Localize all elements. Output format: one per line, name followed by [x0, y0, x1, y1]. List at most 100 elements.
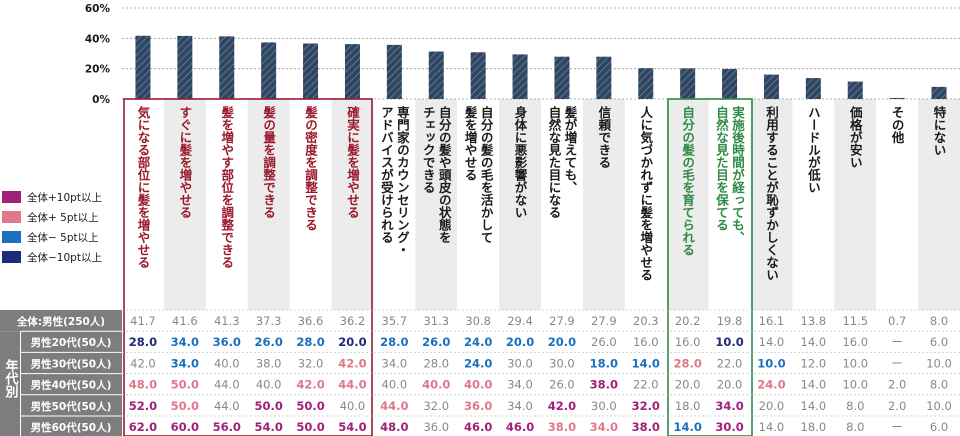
table-cell: 20.0: [759, 399, 785, 413]
table-cell: 34.0: [171, 335, 199, 349]
table-cell: 10.0: [715, 335, 743, 349]
table-cell: 8.0: [930, 314, 948, 328]
row-label-bg: [21, 352, 122, 374]
category-label: 髪を増やせる: [463, 105, 478, 181]
bar: [847, 81, 863, 99]
total-row-label-bg: [0, 310, 122, 332]
legend-swatch: [2, 191, 21, 203]
table-cell: 42.0: [338, 356, 366, 370]
table-cell: 2.0: [888, 399, 906, 413]
table-cell: 31.3: [423, 314, 449, 328]
table-cell: 40.0: [464, 378, 492, 392]
table-cell: 50.0: [296, 399, 324, 413]
table-cell: 8.0: [930, 378, 948, 392]
bar: [344, 44, 360, 99]
table-cell: 18.0: [801, 420, 827, 434]
table-cell: ー: [891, 420, 903, 434]
table-cell: 22.0: [633, 378, 659, 392]
row-label: 男性60代(50人): [31, 421, 112, 434]
table-cell: 29.4: [507, 314, 533, 328]
column-stripe: [834, 99, 877, 310]
table-cell: 8.0: [846, 420, 864, 434]
y-tick-label: 0%: [92, 94, 110, 106]
table-cell: 20.3: [633, 314, 659, 328]
table-cell: 28.0: [296, 335, 324, 349]
bar: [722, 68, 738, 99]
bar: [680, 68, 696, 99]
table-cell: 44.0: [214, 399, 240, 413]
table-cell: 11.5: [842, 314, 868, 328]
row-label-bg: [21, 373, 122, 395]
table-cell: 46.0: [464, 420, 492, 434]
table-cell: 42.0: [296, 378, 324, 392]
table-cell: 10.0: [757, 356, 785, 370]
table-cell: 14.0: [759, 335, 785, 349]
y-tick-label: 60%: [85, 3, 111, 15]
category-label: その他: [890, 106, 905, 144]
column-stripes: [163, 99, 960, 310]
table-cell: 48.0: [380, 420, 408, 434]
table-cell: 41.6: [172, 314, 198, 328]
highlight-box-red: [123, 98, 373, 436]
table-cell: 36.0: [464, 399, 492, 413]
table-cell: 42.0: [130, 356, 156, 370]
category-label: チェックできる: [421, 106, 436, 194]
table-cell: 54.0: [338, 420, 366, 434]
category-label: 自然な見た目を保てる: [714, 105, 729, 231]
column-stripe: [666, 99, 709, 310]
table-cell: 18.0: [590, 356, 618, 370]
row-label: 男性40代(50人): [31, 379, 112, 392]
table-cell: 38.0: [590, 378, 618, 392]
bar: [177, 35, 193, 99]
table-cell: 26.0: [549, 378, 575, 392]
table-cell: 16.0: [842, 335, 868, 349]
bar: [135, 35, 151, 99]
legend-label: 全体−10pt以上: [27, 251, 102, 264]
table-cell: 34.0: [507, 399, 533, 413]
table-cell: 46.0: [506, 420, 534, 434]
category-label: 実施後時間が経っても、: [730, 105, 745, 244]
table-cell: 38.0: [256, 356, 282, 370]
table-cell: 54.0: [254, 420, 282, 434]
table-cell: 20.0: [675, 378, 701, 392]
bars: [135, 35, 947, 99]
bar: [763, 74, 779, 99]
table-cell: 50.0: [254, 399, 282, 413]
legend-label: 全体+ 5pt以上: [27, 211, 99, 224]
category-label: 髪を増やす部位を調整できる: [219, 105, 234, 269]
legend-label: 全体− 5pt以上: [27, 231, 99, 244]
row-label: 男性30代(50人): [31, 357, 112, 370]
bar: [554, 56, 570, 99]
table-cell: 26.0: [422, 335, 450, 349]
table-cell: 12.0: [801, 356, 827, 370]
table-cell: 38.0: [632, 420, 660, 434]
table-cell: 28.0: [673, 356, 701, 370]
table-cell: 14.0: [632, 356, 660, 370]
table-cell: 44.0: [338, 378, 366, 392]
table-cell: 16.1: [759, 314, 785, 328]
table-cell: 13.8: [801, 314, 827, 328]
table-cell: 20.0: [506, 335, 534, 349]
table-cell: 24.0: [464, 356, 492, 370]
category-label: 信頼できる: [596, 105, 611, 169]
table-cell: 24.0: [464, 335, 492, 349]
table-cell: 36.0: [213, 335, 241, 349]
legend-label: 全体+10pt以上: [27, 191, 102, 204]
legend-swatch: [2, 211, 21, 223]
table-cell: 40.0: [422, 378, 450, 392]
table-cell: 34.0: [590, 420, 618, 434]
table-cell: 40.0: [214, 356, 240, 370]
bar: [428, 51, 444, 99]
table-cell: 40.0: [256, 378, 282, 392]
table-cell: 56.0: [213, 420, 241, 434]
table-cell: 10.0: [842, 378, 868, 392]
table-cell: 44.0: [380, 399, 408, 413]
table-cell: 37.3: [256, 314, 282, 328]
table-cell: 14.0: [759, 420, 785, 434]
table-cell: 30.0: [507, 356, 533, 370]
row-label-bg: [21, 331, 122, 353]
category-label: 確実に髪を増やせる: [345, 105, 360, 219]
table-cell: 2.0: [888, 378, 906, 392]
